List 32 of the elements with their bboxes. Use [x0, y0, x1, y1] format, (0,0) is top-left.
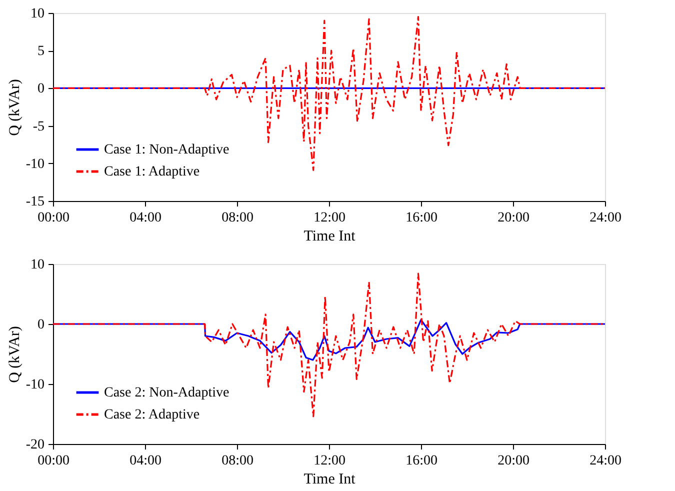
y-tick-label: -10 — [26, 378, 44, 392]
y-tick-label: 10 — [30, 258, 44, 272]
legend-label: Case 1: Adaptive — [104, 164, 200, 180]
x-tick-label: 20:00 — [498, 454, 530, 468]
y-tick-label: -10 — [26, 156, 44, 172]
x-tick-label: 12:00 — [314, 454, 346, 468]
x-tick-label: 04:00 — [130, 210, 162, 226]
x-tick-label: 16:00 — [406, 454, 438, 468]
x-tick-label: 16:00 — [406, 210, 438, 226]
x-tick-label: 04:00 — [130, 454, 162, 468]
x-tick-label: 08:00 — [222, 454, 254, 468]
y-tick-label: 5 — [38, 44, 44, 60]
y-axis-title: Q (kVAr) — [6, 326, 23, 383]
x-tick-label: 08:00 — [222, 210, 254, 226]
y-axis-title: Q (kVAr) — [6, 79, 23, 136]
y-tick-label: -5 — [32, 119, 44, 134]
y-tick-label: -20 — [26, 438, 44, 452]
x-tick-label: 24:00 — [590, 210, 622, 226]
legend-label: Case 2: Non-Adaptive — [104, 386, 230, 400]
legend-label: Case 2: Adaptive — [104, 408, 200, 422]
y-tick-label: 0 — [38, 318, 44, 332]
x-tick-label: 00:00 — [38, 454, 70, 468]
legend-label: Case 1: Non-Adaptive — [104, 142, 230, 158]
y-tick-label: -15 — [26, 194, 44, 210]
x-axis-title: Time Int — [304, 228, 356, 244]
x-tick-label: 12:00 — [314, 210, 346, 226]
x-tick-label: 00:00 — [38, 210, 70, 226]
x-tick-label: 20:00 — [498, 210, 530, 226]
x-tick-label: 24:00 — [590, 454, 622, 468]
y-tick-label: 0 — [38, 82, 44, 97]
y-tick-label: 10 — [30, 6, 44, 22]
x-axis-title: Time Int — [304, 472, 356, 488]
